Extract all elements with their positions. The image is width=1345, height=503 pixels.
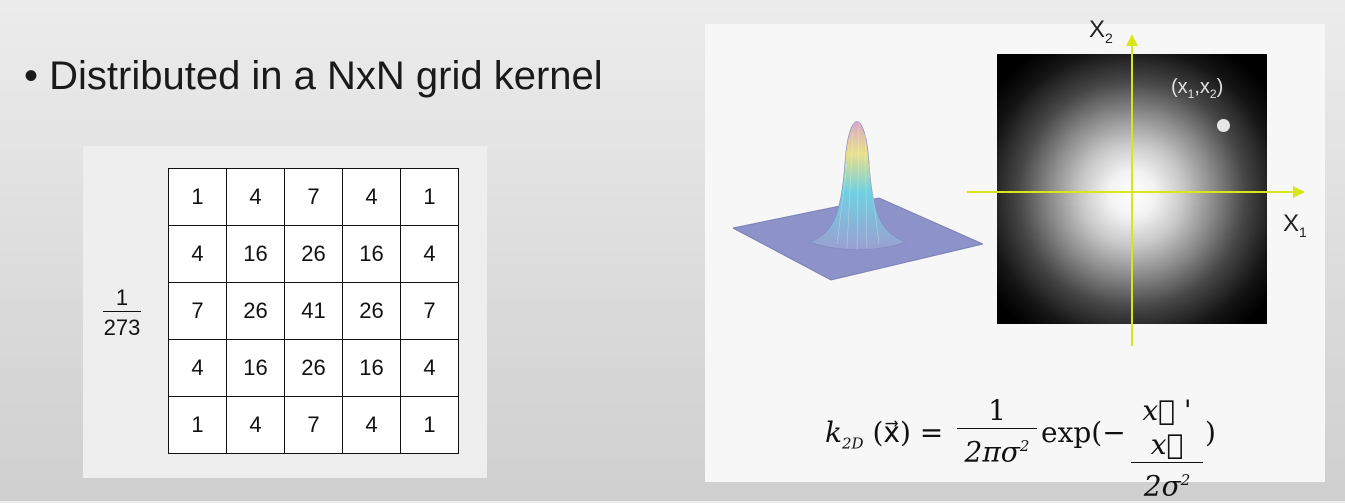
fraction-bar bbox=[103, 311, 141, 312]
kernel-cell: 7 bbox=[284, 168, 343, 226]
fraction-numerator: 1 bbox=[115, 285, 129, 310]
kernel-row: 4 16 26 16 4 bbox=[168, 225, 459, 283]
bullet-text: • Distributed in a NxN grid kernel bbox=[24, 54, 603, 98]
kernel-panel: 1 273 1 4 7 4 1 4 16 26 16 4 7 26 41 26 7 4 16 26 16 4 1 4 7 4 1 bbox=[83, 146, 487, 478]
fraction-2-numerator: x⃗ ' x⃗ bbox=[1142, 394, 1192, 461]
fraction-1-bar bbox=[957, 428, 1037, 429]
kernel-cell: 26 bbox=[284, 225, 343, 283]
kernel-cell: 16 bbox=[342, 339, 401, 397]
surface-peak bbox=[810, 121, 906, 250]
formula-fraction-1: 1 2πσ2 bbox=[957, 394, 1037, 469]
kernel-cell: 4 bbox=[226, 396, 285, 454]
kernel-row: 4 16 26 16 4 bbox=[168, 339, 459, 397]
fraction-2-denominator: 2σ2 bbox=[1143, 469, 1191, 503]
kernel-cell: 16 bbox=[226, 225, 285, 283]
kernel-cell: 26 bbox=[342, 282, 401, 340]
kernel-cell: 16 bbox=[226, 339, 285, 397]
kernel-cell: 1 bbox=[400, 168, 459, 226]
fraction-denominator: 273 bbox=[103, 315, 141, 340]
point-marker bbox=[1217, 119, 1230, 132]
kernel-cell: 16 bbox=[342, 225, 401, 283]
formula-fraction-2: x⃗ ' x⃗ 2σ2 bbox=[1131, 394, 1203, 503]
kernel-cell: 1 bbox=[168, 168, 227, 226]
formula-close-paren: ) bbox=[1205, 416, 1216, 449]
gaussian-formula: k2D (x⃗) = 1 2πσ2 exp(− x⃗ ' x⃗ 2σ2 ) bbox=[825, 394, 1245, 502]
kernel-cell: 4 bbox=[342, 168, 401, 226]
fraction-1-numerator: 1 bbox=[988, 394, 1006, 427]
gaussian-surface-3d bbox=[733, 121, 983, 281]
kernel-cell: 26 bbox=[226, 282, 285, 340]
kernel-grid: 1 4 7 4 1 4 16 26 16 4 7 26 41 26 7 4 16 26 16 4 1 4 7 4 1 bbox=[168, 168, 459, 454]
kernel-cell: 7 bbox=[284, 396, 343, 454]
x1-axis-arrowhead bbox=[1293, 186, 1305, 198]
fraction-2-bar bbox=[1131, 462, 1203, 463]
normalization-fraction: 1 273 bbox=[99, 285, 145, 341]
kernel-cell: 4 bbox=[400, 339, 459, 397]
kernel-cell: 41 bbox=[284, 282, 343, 340]
x1-axis-label: X1 bbox=[1283, 210, 1307, 240]
kernel-cell: 4 bbox=[342, 396, 401, 454]
x2-axis-arrowhead bbox=[1126, 34, 1138, 46]
kernel-row: 7 26 41 26 7 bbox=[168, 282, 459, 340]
formula-exp: exp(− bbox=[1041, 416, 1126, 449]
kernel-cell: 7 bbox=[400, 282, 459, 340]
kernel-cell: 1 bbox=[168, 396, 227, 454]
coordinate-axes bbox=[967, 34, 1305, 346]
formula-lhs: k2D (x⃗) = bbox=[825, 416, 944, 453]
kernel-cell: 7 bbox=[168, 282, 227, 340]
kernel-cell: 26 bbox=[284, 339, 343, 397]
x2-axis-label: X2 bbox=[1089, 16, 1113, 46]
gaussian-figure-panel: X2 X1 (x1,x2) k2D (x⃗) = 1 2πσ2 exp(− x⃗… bbox=[705, 16, 1325, 502]
point-label: (x1,x2) bbox=[1171, 76, 1224, 101]
kernel-cell: 4 bbox=[226, 168, 285, 226]
kernel-cell: 4 bbox=[168, 225, 227, 283]
fraction-1-denominator: 2πσ2 bbox=[964, 435, 1030, 469]
kernel-cell: 4 bbox=[168, 339, 227, 397]
kernel-cell: 1 bbox=[400, 396, 459, 454]
kernel-cell: 4 bbox=[400, 225, 459, 283]
